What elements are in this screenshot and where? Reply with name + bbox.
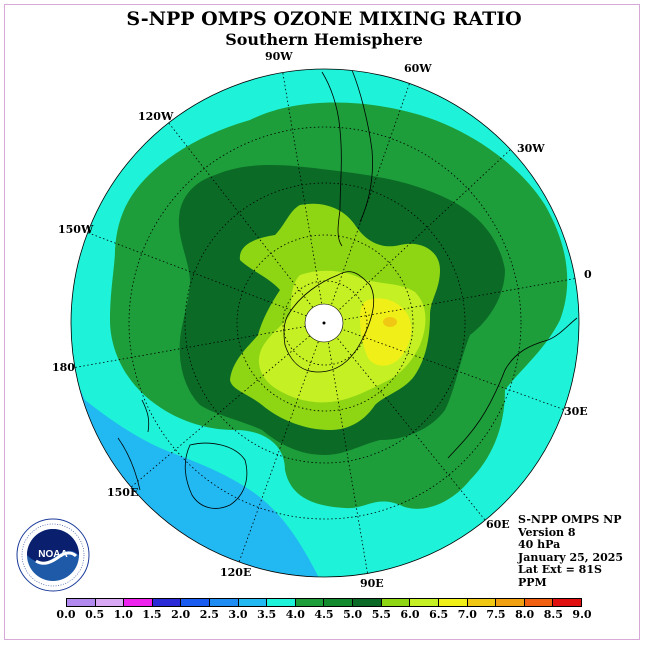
color-scale-label: 6.0 <box>400 608 420 621</box>
color-swatch <box>294 599 324 606</box>
color-swatch <box>67 599 95 606</box>
color-swatch <box>237 599 267 606</box>
africa-coastline <box>447 317 578 459</box>
color-scale-label: 5.0 <box>343 608 363 621</box>
color-scale-label: 8.5 <box>543 608 563 621</box>
color-swatch <box>151 599 181 606</box>
color-swatch <box>466 599 496 606</box>
color-scale-label: 2.5 <box>199 608 219 621</box>
info-date: January 25, 2025 <box>518 550 624 564</box>
australia-coastline <box>184 442 248 509</box>
lon-label-30w: 30W <box>517 142 545 155</box>
product-info: S-NPP OMPS NP Version 8 40 hPa January 2… <box>518 513 624 590</box>
color-swatch <box>352 599 381 606</box>
lon-label-150e: 150E <box>107 486 139 499</box>
color-scale-label: 3.5 <box>257 608 277 621</box>
lon-label-180: 180 <box>52 361 75 374</box>
info-pressure: 40 hPa <box>518 538 561 552</box>
info-units: PPM <box>518 575 547 589</box>
map-title: S-NPP OMPS OZONE MIXING RATIO <box>126 8 522 30</box>
info-version: Version 8 <box>518 525 576 539</box>
lon-label-30e: 30E <box>564 405 588 418</box>
info-instrument: S-NPP OMPS NP <box>518 513 622 526</box>
lon-label-90w: 90W <box>265 50 293 63</box>
ozone-band-6-5 <box>383 317 397 327</box>
antarctica-coastline <box>283 271 375 373</box>
color-scale-label: 6.5 <box>429 608 449 621</box>
image-frame <box>4 4 640 640</box>
color-swatch <box>437 599 467 606</box>
svg-text:NOAA: NOAA <box>38 549 67 560</box>
color-swatch <box>380 599 410 606</box>
color-scale-label: 0.5 <box>85 608 105 621</box>
lon-label-120e: 120E <box>220 566 252 579</box>
color-swatch <box>180 599 210 606</box>
color-swatch <box>266 599 295 606</box>
color-swatch <box>209 599 238 606</box>
noaa-logo: NOAA <box>16 518 90 592</box>
color-swatch <box>409 599 438 606</box>
color-scale-label: 7.0 <box>457 608 477 621</box>
color-swatch <box>523 599 553 606</box>
color-scale-label: 3.0 <box>228 608 248 621</box>
lon-label-0: 0 <box>584 268 592 281</box>
map-subtitle: Southern Hemisphere <box>225 30 423 49</box>
lon-label-60w: 60W <box>404 62 432 75</box>
color-swatch <box>552 599 581 606</box>
lon-label-120w: 120W <box>138 110 174 123</box>
color-swatch <box>94 599 124 606</box>
color-scale-label: 4.0 <box>285 608 305 621</box>
ozone-band-6-0 <box>360 298 412 366</box>
color-scale-label: 4.5 <box>314 608 334 621</box>
color-scale-label: 9.0 <box>572 608 592 621</box>
info-lat-ext: Lat Ext = 81S <box>518 563 602 577</box>
new-zealand-coastline <box>117 399 150 491</box>
color-scale-label: 7.5 <box>486 608 506 621</box>
color-swatch <box>495 599 524 606</box>
lon-label-60e: 60E <box>486 518 510 531</box>
color-scale-label: 8.0 <box>515 608 535 621</box>
color-scale-label: 2.0 <box>171 608 191 621</box>
color-scale-label: 1.0 <box>113 608 133 621</box>
color-swatch <box>123 599 152 606</box>
lon-label-150w: 150W <box>58 223 94 236</box>
color-swatch <box>323 599 353 606</box>
color-scale-label: 0.0 <box>56 608 76 621</box>
color-scale-label: 5.5 <box>371 608 391 621</box>
lon-label-90e: 90E <box>360 577 384 590</box>
color-scale-label: 1.5 <box>142 608 162 621</box>
south-america-coastline <box>321 69 373 247</box>
color-scale-bar <box>66 598 582 607</box>
